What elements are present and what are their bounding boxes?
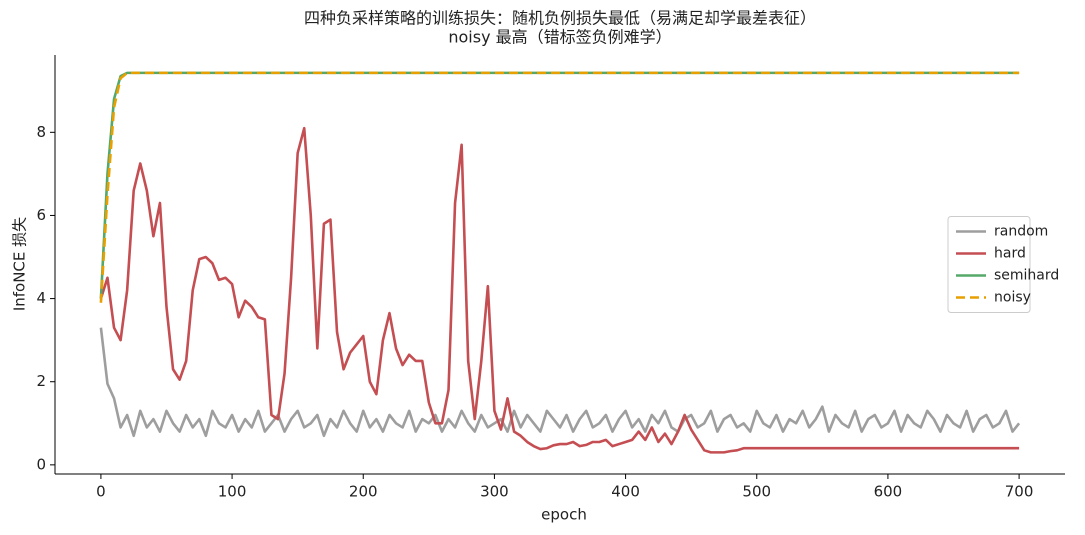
line-hard bbox=[99, 126, 1020, 454]
chart-title: noisy 最高（错标签负例难学） bbox=[448, 28, 671, 47]
line-semihard bbox=[99, 71, 1020, 299]
line-noisy bbox=[99, 71, 1020, 303]
chart-title: 四种负采样策略的训练损失：随机负例损失最低（易满足却学最差表征） bbox=[304, 9, 816, 28]
x-axis-label: epoch bbox=[541, 506, 587, 524]
legend-label: hard bbox=[994, 246, 1026, 262]
x-tick-label: 300 bbox=[480, 483, 509, 501]
x-tick-label: 400 bbox=[611, 483, 640, 501]
legend-box bbox=[947, 216, 1031, 313]
x-tick-label: 700 bbox=[1005, 483, 1034, 501]
y-tick-label: 0 bbox=[36, 455, 46, 473]
legend-label: noisy bbox=[994, 290, 1031, 306]
line-random bbox=[99, 327, 1021, 438]
legend-label: random bbox=[994, 224, 1048, 240]
x-tick-label: 600 bbox=[874, 483, 903, 501]
y-tick-label: 4 bbox=[36, 289, 46, 307]
y-axis-label: InfoNCE 损失 bbox=[11, 217, 29, 311]
y-tick-label: 6 bbox=[36, 206, 46, 224]
y-tick-label: 2 bbox=[36, 372, 46, 390]
x-tick-label: 0 bbox=[96, 483, 106, 501]
x-tick-label: 500 bbox=[742, 483, 771, 501]
y-tick-label: 8 bbox=[36, 123, 46, 141]
legend-label: semihard bbox=[994, 268, 1059, 284]
x-tick-label: 100 bbox=[218, 483, 247, 501]
x-tick-label: 200 bbox=[349, 483, 378, 501]
legend: random hard semihard noisy bbox=[947, 216, 1059, 313]
